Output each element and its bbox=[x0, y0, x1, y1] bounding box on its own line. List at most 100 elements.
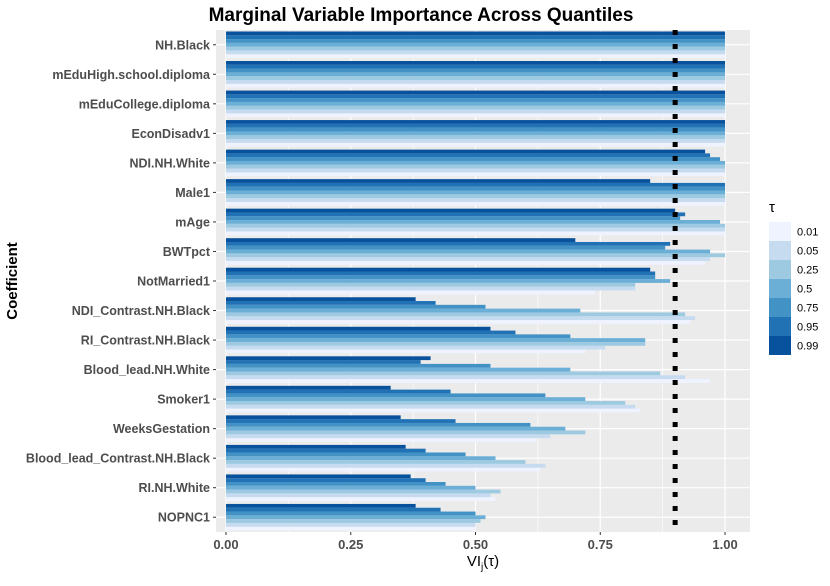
bar-NotMarried1-tau-0.01 bbox=[225, 290, 596, 295]
x-axis: 0.00 0.25 0.50 0.75 1.00 bbox=[213, 532, 738, 552]
bar-mAge-tau-0.95 bbox=[225, 212, 686, 217]
bar-NH.Black-tau-0.99 bbox=[225, 31, 726, 36]
bar-Blood_lead_Contrast.NH.Black-tau-0.5 bbox=[225, 456, 496, 461]
y-tick-label: mEduCollege.diploma bbox=[79, 97, 211, 111]
bar-Blood_lead.NH.White-tau-0.75 bbox=[225, 363, 491, 368]
legend-label: 0.95 bbox=[797, 322, 818, 334]
bar-NDI.NH.White-tau-0.99 bbox=[225, 149, 706, 154]
legend-label: 0.05 bbox=[797, 246, 818, 258]
bar-BWTpct-tau-0.01 bbox=[225, 260, 706, 265]
bar-NotMarried1-tau-0.05 bbox=[225, 286, 636, 291]
y-axis: NH.Black mEduHigh.school.diploma mEduColle… bbox=[26, 38, 216, 525]
legend-key-tau-0.75 bbox=[769, 298, 791, 317]
y-tick-label: Smoker1 bbox=[157, 393, 210, 407]
bars-layer bbox=[225, 31, 726, 531]
bar-NH.Black-tau-0.05 bbox=[225, 50, 726, 55]
bar-Male1-tau-0.99 bbox=[225, 179, 651, 183]
bar-NOPNC1-tau-0.05 bbox=[225, 522, 476, 527]
bar-Blood_lead_Contrast.NH.Black-tau-0.99 bbox=[225, 444, 406, 449]
bar-WeeksGestation-tau-0.5 bbox=[225, 426, 566, 431]
legend-label: 0.75 bbox=[797, 303, 818, 315]
bar-Smoker1-tau-0.01 bbox=[225, 408, 641, 413]
bar-NOPNC1-tau-0.95 bbox=[225, 507, 441, 512]
y-tick-label: EconDisadv1 bbox=[131, 127, 210, 141]
bar-Blood_lead.NH.White-tau-0.05 bbox=[225, 375, 686, 380]
bar-NH.Black-tau-0.75 bbox=[225, 39, 726, 43]
legend-key-tau-0.5 bbox=[769, 279, 791, 298]
legend-label: 0.01 bbox=[797, 227, 818, 239]
bar-NDI.NH.White-tau-0.5 bbox=[225, 160, 726, 165]
bar-EconDisadv1-tau-0.75 bbox=[225, 127, 726, 132]
y-tick-label: NOPNC1 bbox=[158, 511, 210, 525]
legend-key-tau-0.99 bbox=[769, 336, 791, 355]
bar-mEduHigh.school.diploma-tau-0.05 bbox=[225, 79, 726, 84]
bar-mEduHigh.school.diploma-tau-0.75 bbox=[225, 68, 726, 73]
y-tick-label: Blood_lead_Contrast.NH.Black bbox=[26, 452, 210, 466]
bar-NotMarried1-tau-0.99 bbox=[225, 267, 651, 272]
legend-key-tau-0.25 bbox=[769, 260, 791, 279]
bar-Blood_lead.NH.White-tau-0.5 bbox=[225, 367, 571, 372]
y-tick-label: Male1 bbox=[175, 186, 210, 200]
bar-RI.NH.White-tau-0.75 bbox=[225, 482, 446, 486]
bar-mEduHigh.school.diploma-tau-0.25 bbox=[225, 76, 726, 80]
bar-NH.Black-tau-0.01 bbox=[225, 54, 726, 59]
bar-EconDisadv1-tau-0.25 bbox=[225, 135, 726, 140]
bar-mEduCollege.diploma-tau-0.05 bbox=[225, 109, 726, 114]
bar-RI.NH.White-tau-0.01 bbox=[225, 497, 496, 501]
bar-Blood_lead_Contrast.NH.Black-tau-0.95 bbox=[225, 448, 426, 453]
bar-Smoker1-tau-0.95 bbox=[225, 389, 451, 394]
bar-NDI_Contrast.NH.Black-tau-0.99 bbox=[225, 297, 416, 302]
bar-NDI_Contrast.NH.Black-tau-0.95 bbox=[225, 301, 436, 305]
bar-NDI_Contrast.NH.Black-tau-0.75 bbox=[225, 304, 486, 309]
bar-RI.NH.White-tau-0.95 bbox=[225, 478, 426, 483]
bar-EconDisadv1-tau-0.01 bbox=[225, 142, 726, 147]
bar-WeeksGestation-tau-0.95 bbox=[225, 419, 456, 423]
y-axis-title: Coefficient bbox=[4, 242, 21, 320]
bar-EconDisadv1-tau-0.99 bbox=[225, 120, 726, 124]
bar-NotMarried1-tau-0.75 bbox=[225, 275, 656, 280]
y-tick-label: mAge bbox=[175, 215, 210, 229]
bar-BWTpct-tau-0.05 bbox=[225, 257, 711, 261]
x-tick-label: 0.25 bbox=[338, 537, 363, 552]
bar-mEduCollege.diploma-tau-0.95 bbox=[225, 94, 726, 99]
bar-mEduHigh.school.diploma-tau-0.95 bbox=[225, 64, 726, 69]
x-axis-title: VIj(τ) bbox=[467, 553, 499, 573]
bar-Blood_lead.NH.White-tau-0.01 bbox=[225, 379, 711, 383]
bar-RI_Contrast.NH.Black-tau-0.5 bbox=[225, 338, 646, 342]
x-tick-label: 0.50 bbox=[463, 537, 488, 552]
bar-NDI.NH.White-tau-0.75 bbox=[225, 157, 721, 161]
bar-Blood_lead_Contrast.NH.Black-tau-0.25 bbox=[225, 460, 526, 464]
bar-EconDisadv1-tau-0.5 bbox=[225, 131, 726, 136]
bar-NH.Black-tau-0.25 bbox=[225, 46, 726, 51]
bar-RI.NH.White-tau-0.99 bbox=[225, 474, 411, 479]
bar-Smoker1-tau-0.75 bbox=[225, 393, 546, 398]
bar-Blood_lead_Contrast.NH.Black-tau-0.05 bbox=[225, 463, 546, 468]
y-tick-label: NDI.NH.White bbox=[129, 156, 210, 170]
bar-mEduCollege.diploma-tau-0.01 bbox=[225, 113, 726, 118]
bar-Smoker1-tau-0.25 bbox=[225, 401, 626, 405]
bar-NOPNC1-tau-0.01 bbox=[225, 526, 476, 531]
bar-NDI_Contrast.NH.Black-tau-0.05 bbox=[225, 316, 696, 321]
bar-NDI.NH.White-tau-0.25 bbox=[225, 164, 726, 169]
y-tick-label: WeeksGestation bbox=[113, 422, 210, 436]
bar-mAge-tau-0.5 bbox=[225, 220, 721, 224]
bar-mEduCollege.diploma-tau-0.75 bbox=[225, 98, 726, 102]
bar-Blood_lead_Contrast.NH.Black-tau-0.01 bbox=[225, 467, 541, 472]
bar-Male1-tau-0.5 bbox=[225, 190, 726, 195]
bar-NotMarried1-tau-0.25 bbox=[225, 282, 636, 287]
legend-key-tau-0.05 bbox=[769, 241, 791, 260]
bar-mAge-tau-0.05 bbox=[225, 227, 726, 232]
bar-Smoker1-tau-0.5 bbox=[225, 397, 586, 402]
bar-Male1-tau-0.95 bbox=[225, 182, 726, 187]
bar-mEduCollege.diploma-tau-0.25 bbox=[225, 105, 726, 110]
bar-Male1-tau-0.25 bbox=[225, 194, 726, 199]
bar-mAge-tau-0.25 bbox=[225, 223, 726, 228]
bar-RI_Contrast.NH.Black-tau-0.05 bbox=[225, 345, 606, 350]
legend-label: 0.99 bbox=[797, 341, 818, 353]
bar-NH.Black-tau-0.5 bbox=[225, 42, 726, 47]
x-tick-label: 0.00 bbox=[213, 537, 238, 552]
bar-WeeksGestation-tau-0.99 bbox=[225, 415, 401, 420]
bar-mEduCollege.diploma-tau-0.5 bbox=[225, 101, 726, 106]
bar-NOPNC1-tau-0.25 bbox=[225, 519, 481, 523]
